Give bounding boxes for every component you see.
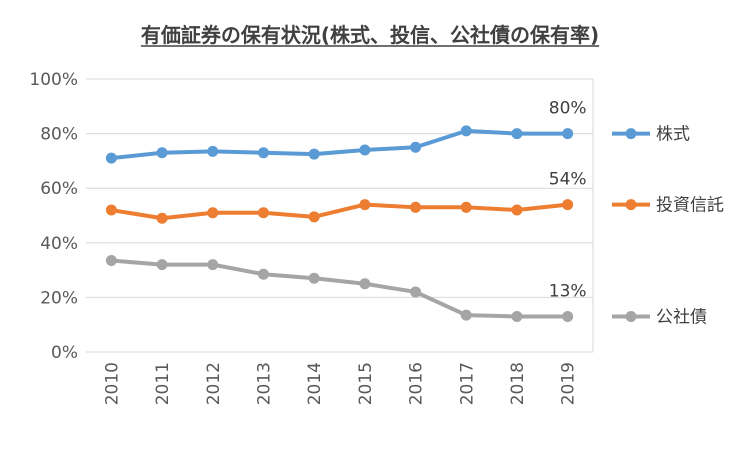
data-point	[105, 152, 117, 164]
data-point	[511, 128, 523, 140]
x-tick-label: 2011	[153, 362, 173, 405]
data-point	[562, 199, 574, 211]
data-point	[308, 148, 320, 160]
y-tick-label: 80%	[40, 125, 78, 145]
legend-label: 投資信託	[656, 196, 724, 216]
x-tick-label: 2013	[254, 362, 274, 405]
data-point	[207, 259, 219, 271]
data-point	[207, 145, 219, 157]
x-tick-label: 2015	[356, 362, 376, 405]
data-point	[460, 309, 472, 321]
data-point	[511, 204, 523, 216]
y-tick-label: 60%	[40, 179, 78, 199]
data-point	[410, 286, 422, 298]
legend-marker	[625, 199, 637, 211]
series-line	[111, 202, 568, 221]
data-point	[257, 268, 269, 280]
data-point	[359, 144, 371, 156]
series-line	[111, 258, 568, 319]
x-tick-label: 2016	[407, 362, 427, 405]
data-point	[156, 259, 168, 271]
data-point	[308, 272, 320, 284]
gridlines	[86, 78, 594, 353]
data-label: 13%	[549, 282, 587, 302]
y-tick-label: 100%	[29, 70, 78, 90]
x-tick-label: 2017	[457, 362, 477, 405]
data-point	[359, 199, 371, 211]
data-point	[156, 212, 168, 224]
data-label: 54%	[549, 170, 587, 190]
legend-label: 株式	[656, 125, 690, 145]
x-tick-label: 2014	[305, 362, 325, 405]
data-point	[105, 255, 117, 267]
data-point	[460, 201, 472, 213]
y-tick-label: 0%	[51, 343, 78, 363]
data-point	[308, 211, 320, 223]
x-tick-label: 2012	[204, 362, 224, 405]
series-line	[111, 128, 568, 161]
data-point	[562, 311, 574, 323]
data-point	[511, 311, 523, 323]
data-label: 80%	[549, 99, 587, 119]
legend-marker	[625, 311, 637, 323]
legend-label: 公社債	[656, 308, 707, 328]
series-group: 80% 54% 13%	[105, 99, 587, 323]
data-point	[410, 141, 422, 153]
axes: 0% 20% 40% 60% 80% 100% 2010 2011 2012 2013 2014 20…	[29, 70, 578, 405]
data-point	[562, 128, 574, 140]
legend-marker	[625, 128, 637, 140]
y-tick-label: 20%	[40, 288, 78, 308]
data-point	[359, 278, 371, 290]
x-tick-label: 2018	[508, 362, 528, 405]
data-point	[207, 207, 219, 219]
data-point	[410, 201, 422, 213]
x-tick-label: 2019	[559, 362, 579, 405]
data-point	[156, 147, 168, 159]
data-point	[460, 125, 472, 137]
x-tick-label: 2010	[102, 362, 122, 405]
data-point	[105, 204, 117, 216]
chart-title: 有価証券の保有状況(株式、投信、公社債の保有率)	[141, 23, 599, 47]
data-point	[257, 207, 269, 219]
data-point	[257, 147, 269, 159]
y-tick-label: 40%	[40, 234, 78, 254]
